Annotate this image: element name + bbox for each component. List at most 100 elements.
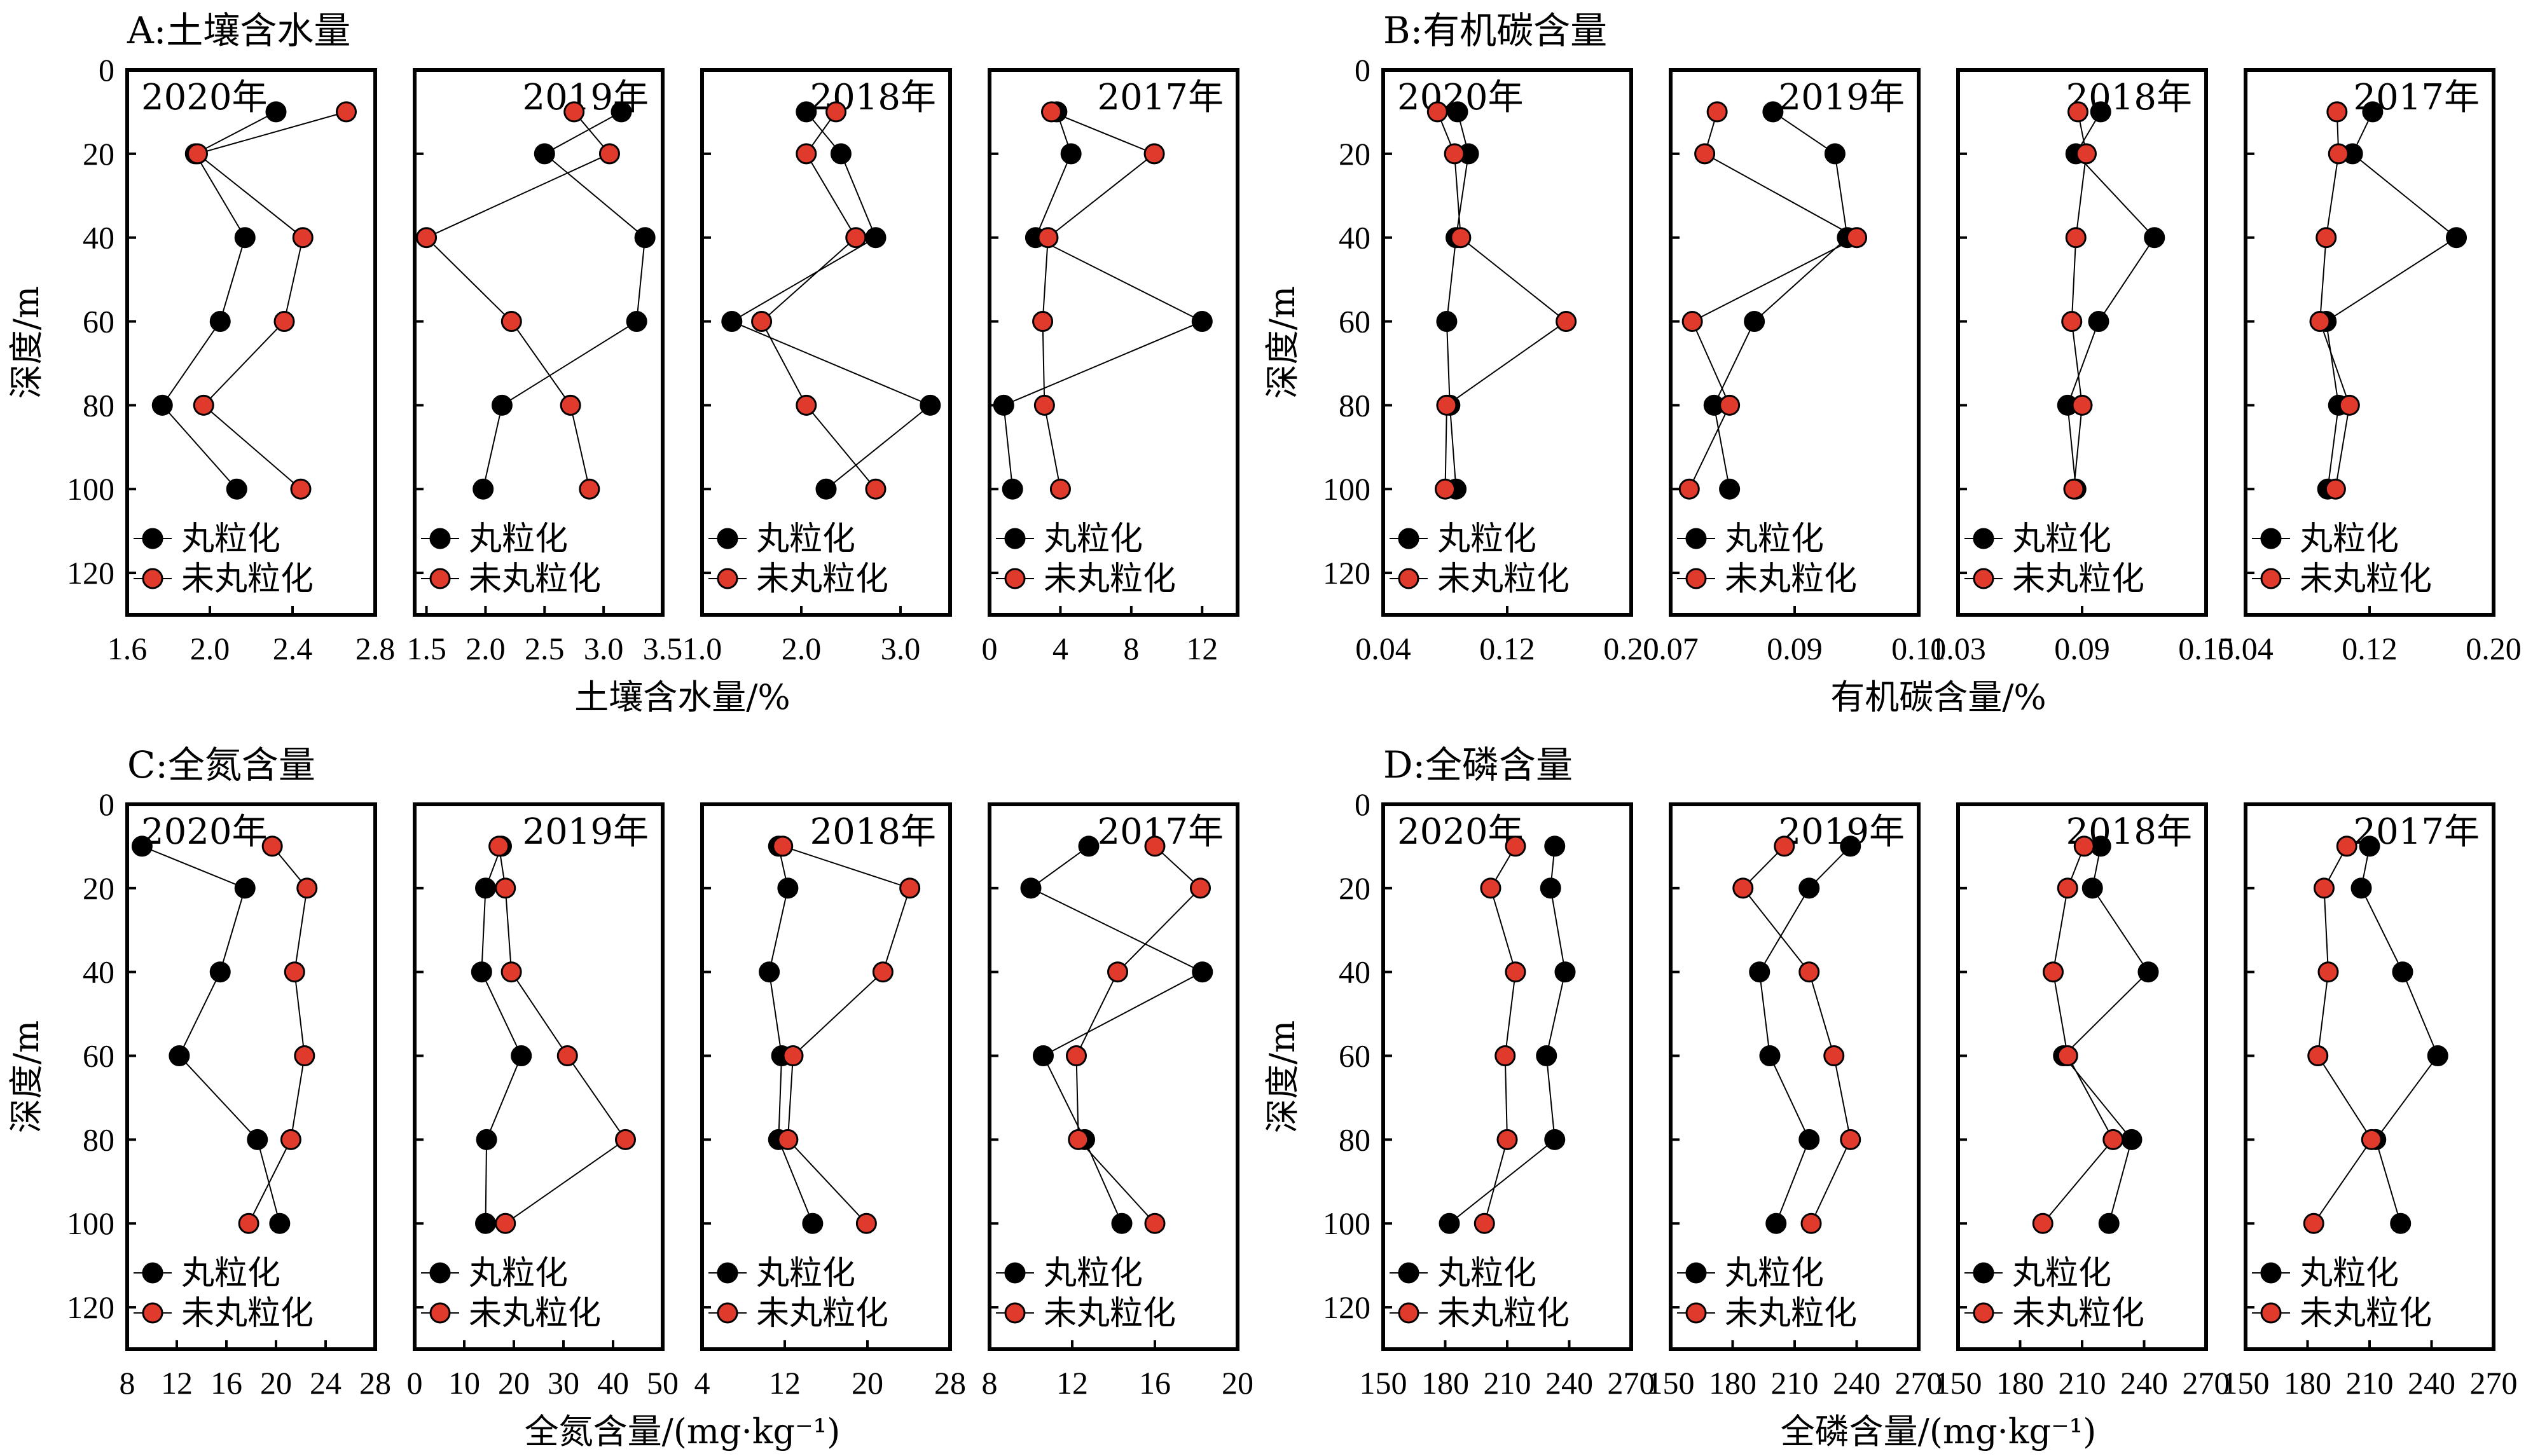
- legend-marker: [1004, 1262, 1026, 1284]
- legend-label: 未丸粒化: [756, 1295, 888, 1333]
- series-line-non-granulated: [498, 846, 626, 1225]
- data-point-non-granulated: [500, 961, 522, 983]
- plot-frame: [700, 68, 952, 617]
- data-point-granulated: [2081, 877, 2103, 899]
- data-point-granulated: [1719, 478, 1741, 500]
- x-tick-label: 0: [407, 1365, 423, 1401]
- plot-frame: [988, 68, 1239, 617]
- data-point-non-granulated: [1694, 143, 1716, 165]
- x-tick-label: 16: [210, 1365, 242, 1401]
- data-point-non-granulated: [865, 478, 887, 500]
- x-tick-label: 0.12: [1479, 631, 1535, 666]
- data-point-non-granulated: [855, 1212, 877, 1234]
- series-line-granulated: [2325, 111, 2458, 490]
- y-tick-label: 20: [1339, 136, 1370, 172]
- legend-marker: [1973, 568, 1994, 589]
- y-axis-title: 深度/m: [1262, 1020, 1302, 1133]
- y-tick-label: 120: [67, 1289, 114, 1325]
- y-tick-label: 0: [1355, 786, 1370, 822]
- y-axis-title: 深度/m: [1262, 286, 1302, 399]
- y-tick-label: 60: [1339, 304, 1370, 340]
- x-tick-label: 270: [2470, 1365, 2518, 1401]
- data-point-granulated: [473, 478, 494, 500]
- data-point-granulated: [1840, 835, 1861, 857]
- data-point-non-granulated: [1444, 143, 1465, 165]
- legend-label: 未丸粒化: [1725, 1295, 1857, 1333]
- x-tick-label: 10: [448, 1365, 480, 1401]
- x-tick-label: 4: [1052, 631, 1068, 666]
- x-tick-label: 180: [2284, 1365, 2331, 1401]
- legend-label: 丸粒化: [1437, 520, 1536, 558]
- series-line-granulated: [142, 845, 280, 1224]
- data-point-non-granulated: [1143, 143, 1165, 165]
- data-point-non-granulated: [2324, 478, 2346, 500]
- x-tick-label: 150: [1647, 1365, 1695, 1401]
- data-point-granulated: [151, 394, 173, 416]
- data-point-non-granulated: [2303, 1212, 2324, 1234]
- series-line-granulated: [1713, 111, 1848, 490]
- data-point-granulated: [2098, 1212, 2120, 1234]
- series-line-non-granulated: [2071, 111, 2087, 490]
- data-point-granulated: [209, 311, 231, 333]
- legend-marker: [2260, 1262, 2282, 1284]
- panel-title: C:全氮含量: [127, 743, 315, 786]
- legend-label: 未丸粒化: [2012, 1295, 2144, 1333]
- data-point-granulated: [993, 394, 1014, 416]
- data-point-non-granulated: [1800, 1212, 1822, 1234]
- panel-title: D:全磷含量: [1383, 743, 1573, 786]
- legend-label: 未丸粒化: [181, 1295, 314, 1333]
- data-point-non-granulated: [1496, 1129, 1518, 1150]
- legend-marker: [429, 1262, 451, 1284]
- legend-marker: [142, 528, 163, 549]
- data-point-granulated: [1554, 961, 1576, 983]
- data-point-granulated: [265, 101, 287, 123]
- data-point-granulated: [169, 1045, 190, 1067]
- data-point-non-granulated: [1505, 961, 1526, 983]
- y-tick-label: 40: [1339, 220, 1370, 256]
- legend-label: 未丸粒化: [1044, 1295, 1176, 1333]
- year-label: 2019年: [1778, 77, 1905, 118]
- y-tick-label: 120: [67, 555, 114, 591]
- series-line-non-granulated: [1688, 111, 1858, 490]
- data-point-non-granulated: [2032, 1212, 2053, 1234]
- y-tick-label: 80: [83, 1122, 114, 1157]
- year-label: 2019年: [522, 811, 649, 853]
- x-tick-label: 0.15: [2178, 631, 2234, 666]
- data-point-non-granulated: [273, 311, 295, 333]
- data-point-non-granulated: [560, 394, 581, 416]
- legend-marker: [1973, 1262, 1994, 1284]
- x-tick-label: 0.12: [2342, 631, 2398, 666]
- legend-marker: [142, 1302, 163, 1324]
- data-point-granulated: [2392, 961, 2413, 983]
- data-point-non-granulated: [1798, 961, 1820, 983]
- x-tick-label: 12: [1056, 1365, 1088, 1401]
- data-point-non-granulated: [284, 961, 305, 983]
- data-point-non-granulated: [1144, 1212, 1166, 1234]
- data-point-granulated: [2362, 101, 2384, 123]
- x-tick-label: 2.5: [525, 631, 565, 666]
- data-point-non-granulated: [1846, 227, 1867, 249]
- x-tick-label: 8: [120, 1365, 135, 1401]
- data-point-granulated: [1060, 143, 1082, 165]
- x-tick-label: 20: [852, 1365, 883, 1401]
- data-point-non-granulated: [1037, 227, 1059, 249]
- panel-title: B:有机碳含量: [1383, 9, 1607, 52]
- data-point-non-granulated: [2316, 227, 2337, 249]
- data-point-granulated: [1824, 143, 1846, 165]
- data-point-granulated: [611, 101, 632, 123]
- legend-marker: [717, 528, 738, 549]
- series-line-non-granulated: [2313, 846, 2373, 1224]
- y-tick-label: 0: [99, 52, 114, 88]
- legend-marker: [429, 568, 451, 589]
- x-tick-label: 30: [548, 1365, 579, 1401]
- plot-frame: [988, 802, 1239, 1351]
- x-tick-label: 150: [1935, 1365, 1982, 1401]
- x-tick-label: 210: [2059, 1365, 2106, 1401]
